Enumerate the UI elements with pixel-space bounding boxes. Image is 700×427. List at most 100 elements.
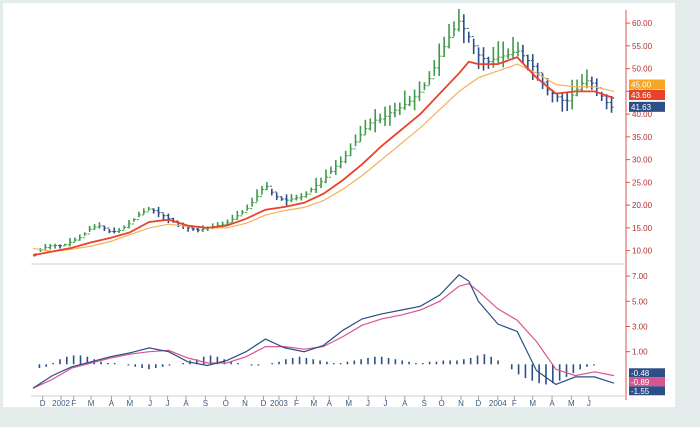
ohlc-bar [225, 219, 230, 225]
x-tick-label: O [439, 399, 445, 408]
ohlc-bar [575, 79, 580, 97]
ohlc-bar [136, 211, 141, 221]
macd-last-value-tag-bg [629, 368, 665, 378]
x-tick-label: J [148, 399, 152, 408]
macd-last-value-tag: -0.89 [629, 377, 665, 387]
ohlc-bar [72, 237, 77, 243]
x-tick-label: O [223, 399, 229, 408]
ohlc-bar [146, 206, 151, 213]
ohlc-bar [412, 89, 417, 111]
ohlc-bar [53, 243, 58, 249]
ma-slow-line [32, 63, 615, 253]
ohlc-bar [97, 222, 102, 229]
macd-last-value-tag-bg [629, 377, 665, 387]
ohlc-bar [102, 225, 107, 232]
ohlc-bar [373, 109, 378, 133]
ohlc-bar [127, 219, 132, 229]
ohlc-bar [343, 150, 348, 164]
last-value-tag-bg [629, 89, 665, 100]
ohlc-bar [520, 44, 525, 64]
price-tick-label: 60.00 [632, 19, 653, 28]
macd-last-value-tag-text: -0.48 [631, 369, 650, 378]
ohlc-bar [427, 71, 432, 87]
ohlc-bar [368, 118, 373, 131]
ohlc-bar [151, 208, 156, 214]
ohlc-bar [279, 196, 284, 201]
ohlc-bar [156, 206, 161, 218]
ohlc-bar [240, 210, 245, 217]
ohlc-bar [589, 76, 594, 90]
last-value-tag-bg [629, 79, 665, 90]
x-tick-label: F [512, 399, 517, 408]
ohlc-bar [358, 125, 363, 143]
x-tick-label: D [40, 399, 46, 408]
ohlc-bar [486, 56, 491, 69]
x-tick-label: J [383, 399, 387, 408]
x-tick-label: N [242, 399, 248, 408]
macd-tick-label: 5.00 [632, 297, 648, 306]
x-tick-label: M [310, 399, 317, 408]
last-value-tag: 41.63 [629, 101, 665, 112]
last-value-tag-bg [629, 101, 665, 112]
last-value-tag: 45.00 [629, 79, 665, 90]
ohlc-bar [284, 194, 289, 206]
x-axis: D 2002 F M A M J J A S O N D 2003 F M A M J J A S O N D 2004 F M A M J [40, 396, 591, 408]
ma-fast-line [32, 56, 615, 257]
ohlc-bar [82, 232, 87, 239]
ohlc-bar [442, 36, 447, 57]
ohlc-bar [515, 41, 520, 57]
price-tick-label: 15.00 [632, 224, 653, 233]
ohlc-bar [299, 193, 304, 201]
ohlc-bar [245, 204, 250, 213]
ohlc-bar [269, 185, 274, 196]
x-tick-label: A [109, 399, 115, 408]
ohlc-bar [58, 244, 63, 249]
x-tick-label: M [568, 399, 575, 408]
ohlc-bar [117, 228, 122, 233]
ohlc-bar [560, 92, 565, 112]
price-tick-label: 10.00 [632, 247, 653, 256]
last-value-tag-text: 41.63 [631, 103, 652, 112]
macd-line [32, 274, 615, 389]
ohlc-bar [87, 225, 92, 235]
x-tick-label: S [203, 399, 208, 408]
macd-last-value-tag: -0.48 [629, 368, 665, 378]
x-tick-label: A [183, 399, 189, 408]
x-tick-label: M [529, 399, 536, 408]
macd-last-value-tag-bg [629, 386, 665, 396]
ohlc-bar [314, 177, 319, 194]
ohlc-bar [92, 224, 97, 230]
ohlc-bar [348, 143, 353, 157]
ohlc-bar [264, 182, 269, 191]
ohlc-bar [353, 134, 358, 150]
macd-tick-label: 1.00 [632, 348, 648, 357]
x-tick-label: N [458, 399, 464, 408]
ohlc-bar [397, 102, 402, 116]
x-tick-label: J [366, 399, 370, 408]
macd-tick-label: 7.00 [632, 272, 648, 281]
x-tick-label: 2003 [270, 399, 288, 408]
ohlc-bar [166, 213, 171, 224]
ohlc-bar [309, 187, 314, 195]
ohlc-bar [107, 227, 112, 234]
ohlc-bar [481, 47, 486, 71]
ohlc-bar [392, 102, 397, 118]
price-tick-label: 30.00 [632, 156, 653, 165]
x-tick-label: A [327, 399, 333, 408]
ohlc-bar [417, 81, 422, 102]
ohlc-bar [77, 234, 82, 241]
macd-last-value-tag-text: -0.89 [631, 378, 650, 387]
x-tick-label: D [476, 399, 482, 408]
ohlc-bar [609, 95, 614, 113]
ohlc-bar [112, 227, 117, 234]
ohlc-bar [235, 210, 240, 220]
ohlc-bar [319, 177, 324, 189]
ohlc-bar [476, 45, 481, 69]
x-tick-label: A [549, 399, 555, 408]
ohlc-bar [422, 82, 427, 93]
ohlc-bar [328, 166, 333, 178]
last-value-tag-text: 43.66 [631, 91, 652, 100]
ohlc-bar [432, 59, 437, 80]
price-tick-label: 35.00 [632, 133, 653, 142]
